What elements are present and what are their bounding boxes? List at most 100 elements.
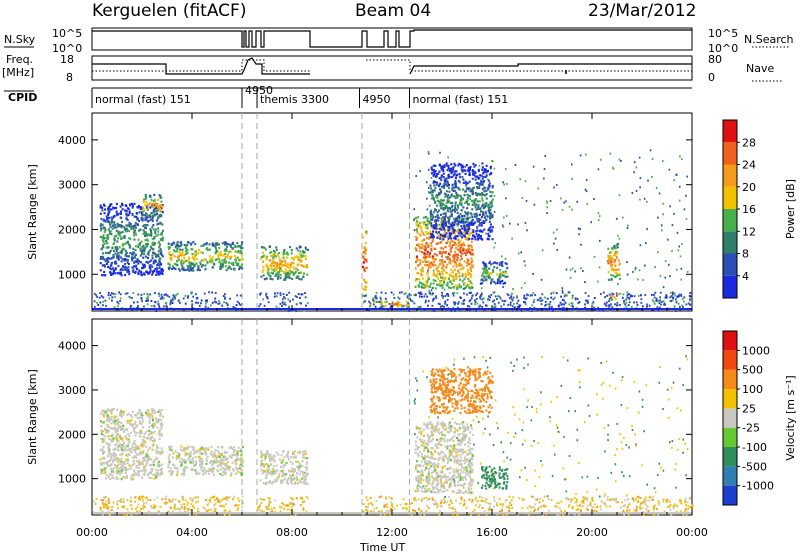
scatter-cell [94, 300, 96, 302]
scatter-cell [108, 294, 110, 296]
scatter-cell [579, 386, 581, 388]
scatter-cell [376, 292, 378, 294]
data-cell [456, 196, 458, 198]
data-cell [146, 214, 148, 216]
data-cell [470, 212, 472, 214]
data-cell [504, 282, 506, 284]
data-cell [280, 261, 282, 263]
scatter-cell [422, 370, 424, 372]
data-cell [150, 232, 152, 234]
scatter-cell [408, 310, 410, 312]
data-cell [468, 225, 470, 227]
scatter-cell [564, 479, 566, 481]
scatter-cell [620, 160, 622, 162]
data-cell [437, 278, 439, 280]
scatter-cell [429, 205, 431, 207]
scatter-cell [134, 501, 136, 503]
scatter-cell [485, 498, 487, 500]
data-cell [437, 219, 439, 221]
scatter-cell [185, 295, 187, 297]
scatter-cell [229, 496, 231, 498]
scatter-cell [658, 500, 660, 502]
scatter-cell [302, 501, 304, 503]
data-cell [479, 200, 481, 202]
scatter-cell [402, 507, 404, 509]
scatter-cell [586, 499, 588, 501]
scatter-cell [544, 297, 546, 299]
scatter-cell [130, 501, 132, 503]
scatter-cell [615, 480, 617, 482]
scatter-cell [161, 294, 163, 296]
scatter-cell [586, 179, 588, 181]
scatter-cell [237, 497, 239, 499]
scatter-cell [572, 506, 574, 508]
scatter-cell [468, 306, 470, 308]
scatter-cell [151, 305, 153, 307]
data-cell [467, 259, 469, 261]
scatter-cell [480, 500, 482, 502]
data-cell [475, 238, 477, 240]
data-cell [422, 270, 424, 272]
scatter-cell [172, 499, 174, 501]
data-cell [443, 187, 445, 189]
scatter-cell [142, 500, 144, 502]
scatter-cell [226, 499, 228, 501]
scatter-cell [195, 302, 197, 304]
scatter-cell [463, 487, 465, 489]
scatter-cell [542, 464, 544, 466]
scatter-cell [304, 292, 306, 294]
data-cell [470, 253, 472, 255]
data-cell [444, 236, 446, 238]
scatter-cell [513, 436, 515, 438]
scatter-cell [502, 181, 504, 183]
data-cell [614, 265, 616, 267]
data-cell [364, 288, 366, 290]
nave-tick-top: 80 [708, 53, 722, 66]
scatter-cell [576, 201, 578, 203]
scatter-cell [525, 222, 527, 224]
data-cell [230, 256, 232, 258]
scatter-cell [502, 503, 504, 505]
scatter-cell [454, 480, 456, 482]
data-cell [424, 259, 426, 261]
scatter-cell [682, 384, 684, 386]
scatter-cell [599, 266, 601, 268]
data-cell [213, 263, 215, 265]
data-cell [455, 186, 457, 188]
data-cell [430, 190, 432, 192]
data-cell [460, 213, 462, 215]
data-cell [465, 286, 467, 288]
scatter-cell [527, 294, 529, 296]
scatter-cell [532, 273, 534, 275]
scatter-cell [386, 510, 388, 512]
scatter-cell [566, 269, 568, 271]
scatter-cell [621, 501, 623, 503]
scatter-cell [443, 306, 445, 308]
data-cell [425, 286, 427, 288]
scatter-cell [683, 301, 685, 303]
data-cell [218, 258, 220, 260]
data-cell [122, 204, 124, 206]
data-cell [124, 274, 126, 276]
data-cell [615, 254, 617, 256]
data-cell [265, 258, 267, 260]
scatter-cell [409, 503, 411, 505]
scatter-cell [264, 305, 266, 307]
data-cell [110, 268, 112, 270]
scatter-cell [623, 475, 625, 477]
data-cell [186, 249, 188, 251]
data-cell [236, 242, 238, 244]
scatter-cell [637, 304, 639, 306]
data-cell [445, 272, 447, 274]
scatter-cell [456, 514, 458, 516]
scatter-cell [165, 498, 167, 500]
data-cell [612, 275, 614, 277]
scatter-cell [631, 295, 633, 297]
data-cell [406, 301, 408, 303]
scatter-cell [488, 503, 490, 505]
scatter-cell [389, 496, 391, 498]
scatter-cell [614, 303, 616, 305]
scatter-cell [269, 498, 271, 500]
scatter-cell [116, 503, 118, 505]
data-cell [430, 222, 432, 224]
